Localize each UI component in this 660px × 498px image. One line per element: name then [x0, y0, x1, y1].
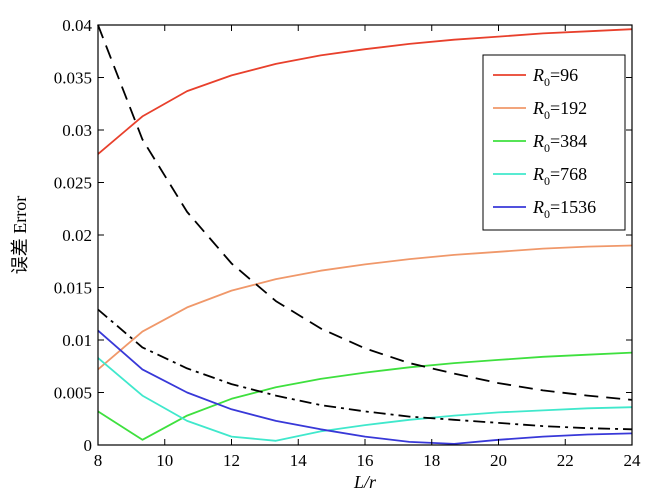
legend-entry: R0=96: [532, 65, 578, 89]
x-tick-label: 8: [94, 451, 103, 470]
y-tick-label: 0.035: [54, 69, 92, 88]
y-tick-label: 0.02: [62, 226, 92, 245]
series-line-r0-1536: [97, 329, 633, 445]
legend-subscript: 0: [544, 75, 550, 89]
x-tick-label: 12: [223, 451, 240, 470]
legend-subscript: 0: [544, 141, 550, 155]
legend-var: R: [532, 197, 544, 217]
legend-var: R: [532, 98, 544, 118]
y-tick-label: 0.03: [62, 121, 92, 140]
y-tick-label: 0.025: [54, 174, 92, 193]
series-line-r0-192: [97, 244, 633, 371]
series-line-dashdot-black: [97, 308, 633, 431]
legend-entry: R0=1536: [532, 197, 596, 221]
x-axis-title-main: L: [353, 472, 364, 492]
series-line-r0-768: [97, 357, 633, 442]
legend-var: R: [532, 164, 544, 184]
y-axis-title: 误差 Error: [10, 196, 30, 274]
series-line-r0-96: [97, 28, 633, 155]
legend-subscript: 0: [544, 207, 550, 221]
legend-value: =768: [550, 164, 587, 184]
legend-subscript: 0: [544, 174, 550, 188]
x-axis-title: L/r: [353, 472, 377, 492]
axis-ticks: 8 10 12 14 16 18 20 22 24 0 0.005 0.01 0.015 0.02 0.02…: [54, 16, 641, 470]
series-line-dashed-black: [97, 24, 633, 401]
x-axis-title-rest: /r: [363, 472, 377, 492]
series-line-r0-384: [97, 351, 633, 441]
legend-value: =192: [550, 98, 587, 118]
x-tick-label: 20: [490, 451, 507, 470]
legend-box: [482, 54, 626, 231]
series-lines: [97, 24, 633, 445]
legend-var: R: [532, 65, 544, 85]
legend-entry: R0=192: [532, 98, 587, 122]
x-tick-label: 14: [290, 451, 308, 470]
x-tick-label: 24: [624, 451, 642, 470]
legend-var: R: [532, 131, 544, 151]
legend-value: =1536: [550, 197, 596, 217]
x-tick-label: 18: [423, 451, 440, 470]
legend-subscript: 0: [544, 108, 550, 122]
legend-value: =384: [550, 131, 587, 151]
y-tick-label: 0.01: [62, 331, 92, 350]
x-tick-label: 16: [357, 451, 374, 470]
legend-entry: R0=384: [532, 131, 587, 155]
y-tick-label: 0: [84, 436, 93, 455]
legend-entry: R0=768: [532, 164, 587, 188]
x-tick-label: 10: [156, 451, 173, 470]
y-tick-label: 0.04: [62, 16, 92, 35]
x-tick-label: 22: [557, 451, 574, 470]
y-tick-label: 0.005: [54, 384, 92, 403]
y-tick-label: 0.015: [54, 279, 92, 298]
legend-value: =96: [550, 65, 578, 85]
